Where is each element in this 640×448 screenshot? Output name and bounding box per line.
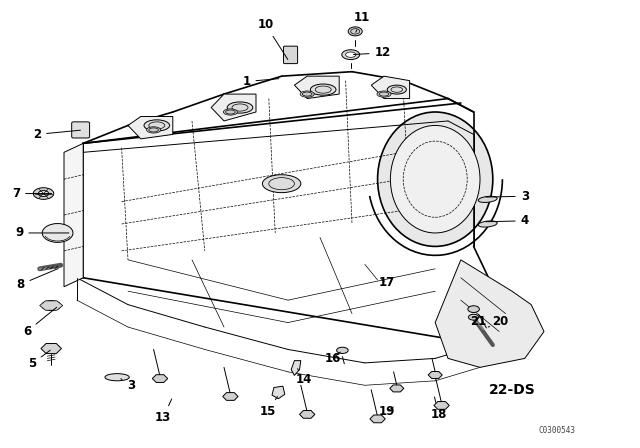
Ellipse shape xyxy=(144,120,170,131)
Polygon shape xyxy=(64,143,83,287)
Text: 8: 8 xyxy=(17,268,58,291)
Text: 11: 11 xyxy=(353,11,370,32)
Polygon shape xyxy=(272,386,285,399)
Ellipse shape xyxy=(478,196,497,202)
Polygon shape xyxy=(152,375,168,383)
Polygon shape xyxy=(428,371,442,379)
Ellipse shape xyxy=(346,52,356,57)
Text: 12: 12 xyxy=(353,46,391,60)
Ellipse shape xyxy=(227,102,253,113)
Text: 20: 20 xyxy=(488,315,509,328)
Text: 14: 14 xyxy=(296,369,312,387)
Text: 21: 21 xyxy=(470,315,487,328)
Text: 22-DS: 22-DS xyxy=(488,383,536,397)
Text: 13: 13 xyxy=(155,399,172,424)
Polygon shape xyxy=(40,301,63,310)
Text: 7: 7 xyxy=(12,187,52,200)
Text: 3: 3 xyxy=(486,190,529,203)
Polygon shape xyxy=(300,410,315,418)
Polygon shape xyxy=(371,76,410,99)
Ellipse shape xyxy=(348,27,362,36)
Text: C0300543: C0300543 xyxy=(538,426,575,435)
Ellipse shape xyxy=(310,84,336,95)
Ellipse shape xyxy=(387,85,406,94)
Polygon shape xyxy=(211,94,256,121)
Ellipse shape xyxy=(342,50,360,60)
Text: 1: 1 xyxy=(243,75,279,88)
Ellipse shape xyxy=(390,125,480,233)
Polygon shape xyxy=(390,385,404,392)
Text: 16: 16 xyxy=(324,352,341,365)
Text: 9: 9 xyxy=(15,226,69,240)
Text: 5: 5 xyxy=(28,350,51,370)
Text: 17: 17 xyxy=(379,276,396,289)
Ellipse shape xyxy=(337,347,348,353)
Ellipse shape xyxy=(378,112,493,246)
Ellipse shape xyxy=(33,188,54,199)
Polygon shape xyxy=(291,361,301,375)
Ellipse shape xyxy=(468,314,479,320)
Text: 3: 3 xyxy=(121,379,135,392)
Ellipse shape xyxy=(38,191,49,196)
Polygon shape xyxy=(128,116,173,139)
Ellipse shape xyxy=(377,91,391,97)
Ellipse shape xyxy=(468,306,479,313)
FancyBboxPatch shape xyxy=(72,122,90,138)
Polygon shape xyxy=(434,401,449,409)
Text: 4: 4 xyxy=(486,214,529,228)
Polygon shape xyxy=(435,260,544,367)
Ellipse shape xyxy=(262,175,301,193)
Text: 2: 2 xyxy=(33,128,81,141)
Ellipse shape xyxy=(147,127,161,133)
FancyBboxPatch shape xyxy=(284,46,298,64)
Polygon shape xyxy=(41,344,61,353)
Text: 18: 18 xyxy=(430,397,447,421)
Ellipse shape xyxy=(42,301,61,310)
Ellipse shape xyxy=(105,374,129,381)
Text: 6: 6 xyxy=(23,307,57,338)
Ellipse shape xyxy=(300,91,314,97)
Text: 19: 19 xyxy=(379,405,396,418)
Text: 10: 10 xyxy=(257,18,288,60)
Polygon shape xyxy=(294,76,339,99)
Text: 15: 15 xyxy=(259,396,278,418)
Ellipse shape xyxy=(223,109,237,115)
Ellipse shape xyxy=(478,221,497,227)
Polygon shape xyxy=(223,392,238,401)
Polygon shape xyxy=(370,415,385,423)
Ellipse shape xyxy=(42,224,73,242)
